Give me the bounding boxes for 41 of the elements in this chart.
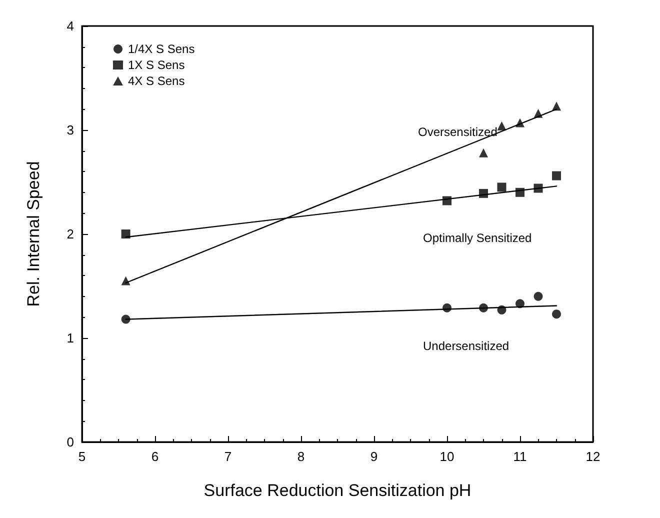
point [534,108,543,118]
point [516,188,524,197]
x-tick-label: 8 [297,449,305,464]
point [479,303,488,312]
annotation: Optimally Sensitized [423,231,532,245]
annotation: Oversensitized [418,125,498,139]
x-axis-title: Surface Reduction Sensitization pH [204,481,472,500]
point [516,118,524,128]
legend-label: 1X S Sens [128,58,185,72]
point [534,184,543,193]
annotation: Undersensitized [423,339,510,353]
legend-label: 1/4X S Sens [128,42,195,56]
point [479,188,488,198]
point [552,102,561,111]
point [479,148,488,158]
point [121,314,130,324]
point [497,305,506,314]
point [497,182,506,192]
point [534,292,543,301]
point [121,276,130,286]
point [442,196,452,206]
x-tick-label: 9 [370,449,378,464]
y-axis-title: Rel. Internal Speed [24,161,43,307]
point [552,310,561,319]
x-tick-label: 7 [224,449,232,464]
legend-label: 4X S Sens [128,74,185,88]
x-tick-label: 11 [513,449,527,464]
point [552,171,561,180]
x-tick-label: 10 [440,449,454,464]
point [497,121,506,130]
point [442,303,452,312]
y-tick-label: 1 [66,330,74,346]
x-tick-label: 12 [586,449,600,464]
y-tick-label: 3 [66,122,74,138]
y-tick-label: 0 [66,434,74,450]
x-tick-label: 6 [151,449,159,464]
y-tick-label: 2 [66,226,74,242]
point [121,230,130,238]
x-tick-label: 5 [78,449,86,464]
y-tick-label: 4 [66,18,74,34]
point [516,299,524,308]
